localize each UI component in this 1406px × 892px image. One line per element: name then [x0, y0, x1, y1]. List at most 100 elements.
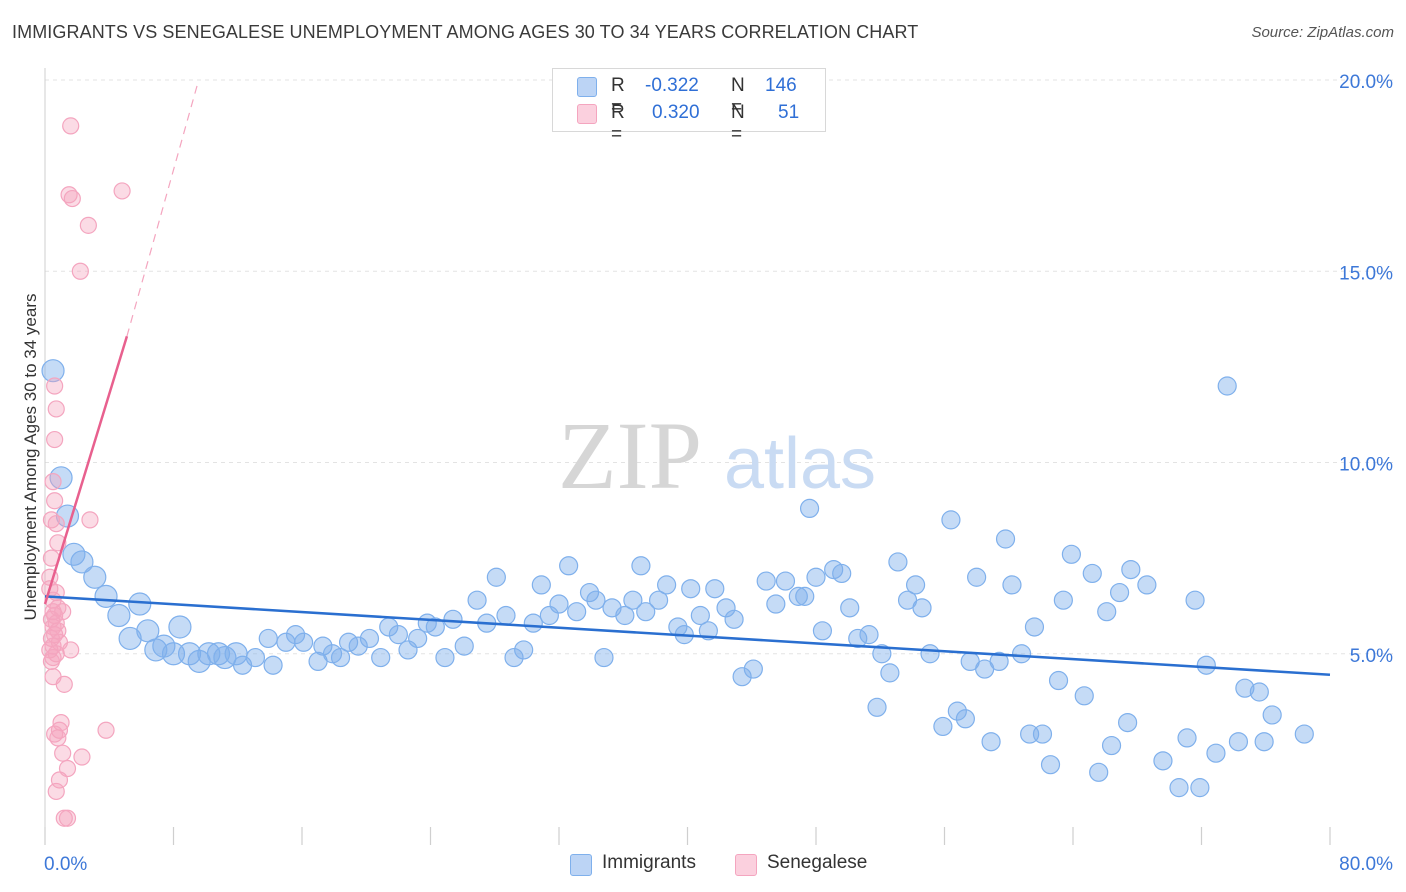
senegalese-point [44, 473, 62, 491]
immigrants-point [657, 575, 677, 595]
immigrants-point [118, 626, 142, 651]
immigrants-point [648, 590, 669, 610]
immigrants-point [848, 628, 868, 649]
senegalese-point [46, 377, 64, 395]
immigrants-point [995, 529, 1016, 549]
immigrants-point [806, 567, 826, 587]
immigrants-point [1061, 544, 1081, 564]
immigrants-point [812, 621, 833, 641]
immigrants-point [1089, 762, 1109, 782]
senegalese-point [62, 117, 80, 135]
immigrants-point [454, 636, 474, 656]
senegalese-point [62, 641, 80, 659]
immigrants-point [623, 590, 643, 610]
senegalese-point [71, 262, 89, 280]
immigrants-point [631, 556, 651, 576]
immigrants-point [177, 642, 202, 666]
immigrants-point [941, 510, 961, 530]
senegalese-r-value: 0.320 [652, 102, 700, 123]
senegalese-point [47, 515, 65, 533]
immigrants-point [1109, 582, 1130, 603]
senegalese-point [46, 492, 64, 510]
immigrants-point [128, 592, 152, 616]
immigrants-point [795, 586, 815, 606]
immigrants-point [206, 642, 231, 666]
immigrants-point [107, 603, 131, 628]
immigrants-point [799, 498, 820, 518]
immigrants-point [70, 550, 94, 574]
senegalese-n-value: 51 [778, 102, 800, 123]
y-tick-label: 15.0% [1339, 263, 1393, 284]
immigrants-point [348, 636, 368, 656]
senegalese-point [44, 668, 62, 686]
immigrants-point [1262, 705, 1282, 725]
x-tick-label-min: 0.0% [44, 854, 87, 875]
immigrants-point [1228, 732, 1249, 752]
immigrants-point [294, 632, 314, 652]
immigrants-point [1032, 724, 1053, 744]
immigrants-point [338, 632, 359, 652]
immigrants-point [263, 655, 283, 675]
immigrants-point [690, 605, 710, 626]
senegalese-point [46, 725, 64, 743]
immigrants-swatch [577, 77, 597, 97]
immigrants-point [698, 621, 718, 641]
senegalese-point [113, 182, 131, 200]
immigrants-point [905, 575, 926, 595]
immigrants-point [832, 563, 852, 584]
axes [44, 68, 1331, 845]
watermark: ZIP atlas [558, 402, 876, 509]
immigrants-point [1101, 735, 1122, 756]
immigrants-point [523, 613, 543, 633]
bottom-senegalese-label: Senegalese [767, 852, 868, 873]
immigrants-point [981, 732, 1001, 752]
immigrants-point [1118, 712, 1138, 733]
y-axis-label: Unemployment Among Ages 30 to 34 years [21, 294, 40, 621]
immigrants-point [285, 625, 306, 645]
y-tick-label: 10.0% [1339, 455, 1393, 476]
chart-title: IMMIGRANTS VS SENEGALESE UNEMPLOYMENT AM… [12, 22, 919, 42]
immigrants-point [1082, 563, 1102, 584]
immigrants-point [330, 647, 351, 668]
immigrants-point [1249, 682, 1269, 702]
senegalese-r-label: R = [611, 102, 625, 145]
senegalese-point [73, 748, 91, 766]
immigrants-point [1206, 743, 1226, 763]
immigrants-point [880, 663, 900, 683]
senegalese-swatch [577, 104, 597, 124]
immigrants-points [41, 359, 1314, 798]
immigrants-point [549, 594, 569, 614]
immigrants-point [756, 571, 776, 591]
immigrants-point [586, 590, 606, 610]
immigrants-point [872, 644, 892, 664]
immigrants-point [1053, 590, 1073, 610]
senegalese-point [54, 603, 72, 621]
immigrants-point [594, 647, 614, 668]
immigrants-point [49, 466, 73, 490]
immigrants-point [1177, 728, 1197, 748]
immigrants-point [559, 556, 579, 576]
senegalese-point [63, 189, 81, 208]
senegalese-point [54, 744, 72, 762]
bottom-immigrants-label: Immigrants [602, 852, 696, 873]
immigrants-point [435, 647, 455, 668]
immigrants-point [955, 709, 975, 729]
immigrants-point [743, 659, 763, 679]
immigrants-point [888, 552, 908, 572]
x-tick-label-max: 80.0% [1339, 854, 1393, 875]
correlation-legend: R = -0.322 N = 146 R = 0.320 N = 51 [552, 68, 826, 145]
immigrants-point [859, 625, 879, 645]
immigrants-point [443, 609, 463, 629]
immigrants-point [732, 667, 752, 687]
senegalese-point [46, 430, 64, 449]
immigrants-point [1217, 376, 1237, 396]
immigrants-point [504, 647, 524, 668]
senegalese-point [97, 721, 115, 739]
immigrants-point [531, 575, 551, 595]
immigrants-point [359, 628, 380, 649]
immigrants-point [258, 628, 278, 649]
senegalese-point [79, 216, 97, 234]
immigrants-point [496, 605, 516, 626]
immigrants-point [168, 615, 192, 639]
